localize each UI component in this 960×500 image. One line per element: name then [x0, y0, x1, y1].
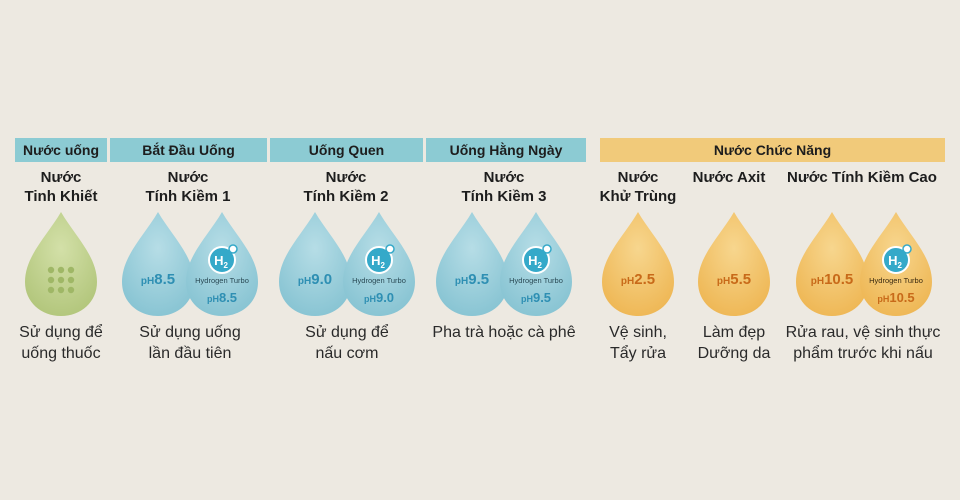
svg-text:H2: H2 — [888, 253, 902, 270]
svg-text:Hydrogen Turbo: Hydrogen Turbo — [869, 276, 923, 285]
band-label: Bắt Đầu Uống — [142, 142, 235, 158]
svg-text:Hydrogen Turbo: Hydrogen Turbo — [352, 276, 406, 285]
svg-text:pH9.5: pH9.5 — [521, 290, 551, 305]
title-alkaline-2: Nước Tính Kiềm 2 — [303, 169, 389, 205]
h2-icon — [882, 246, 910, 274]
drop-alkaline-1: pH8.5 — [122, 212, 194, 316]
svg-text:H2: H2 — [214, 253, 228, 270]
drop-disinfectant: pH2.5 — [602, 212, 674, 316]
band-functional-water: Nước Chức Năng — [600, 138, 945, 162]
title-acid-water: Nước Axit — [692, 169, 766, 186]
desc-high-alkaline: Rửa rau, vệ sinh thực phẩm trước khi nấu — [785, 324, 941, 362]
band-label: Uống Hằng Ngày — [449, 142, 563, 158]
title-pure-water: Nước Tinh Khiết — [24, 169, 98, 205]
svg-text:pH9.0: pH9.0 — [364, 290, 394, 305]
h2-icon — [365, 246, 393, 274]
title-high-alkaline: Nước Tính Kiềm Cao — [787, 169, 937, 186]
band-label: Nước uống — [22, 142, 100, 158]
svg-text:pH8.5: pH8.5 — [141, 271, 175, 288]
drop-alkaline-1-turbo: H2 Hydrogen Turbo pH8.5 — [186, 212, 258, 316]
svg-text:Hydrogen Turbo: Hydrogen Turbo — [195, 276, 249, 285]
drop-alkaline-2: pH9.0 — [279, 212, 351, 316]
svg-text:Hydrogen Turbo: Hydrogen Turbo — [509, 276, 563, 285]
title-alkaline-3: Nước Tính Kiềm 3 — [461, 169, 547, 205]
h2-icon — [522, 246, 550, 274]
desc-alkaline-3: Pha trà hoặc cà phê — [432, 324, 576, 341]
title-alkaline-1: Nước Tính Kiềm 1 — [145, 169, 231, 205]
svg-text:H2: H2 — [371, 253, 385, 270]
band-daily-drinking: Uống Hằng Ngày — [426, 138, 586, 162]
svg-text:pH10.5: pH10.5 — [811, 271, 854, 288]
svg-text:pH9.5: pH9.5 — [455, 271, 489, 288]
desc-disinfectant: Vệ sinh, Tẩy rửa — [609, 324, 667, 362]
desc-alkaline-2: Sử dụng để nấu cơm — [305, 324, 389, 362]
desc-acid: Làm đẹp Dưỡng da — [697, 324, 771, 362]
svg-text:pH8.5: pH8.5 — [207, 290, 237, 305]
band-familiar-drinking: Uống Quen — [270, 138, 423, 162]
band-label: Uống Quen — [308, 142, 385, 158]
svg-text:H2: H2 — [528, 253, 542, 270]
drop-high-alkaline: pH10.5 — [796, 212, 868, 316]
title-disinfectant-water: Nước Khử Trùng — [599, 169, 677, 205]
svg-text:pH9.0: pH9.0 — [298, 271, 332, 288]
band-start-drinking: Bắt Đầu Uống — [110, 138, 267, 162]
svg-text:pH10.5: pH10.5 — [877, 290, 914, 305]
drop-alkaline-2-turbo: H2 Hydrogen Turbo pH9.0 — [343, 212, 415, 316]
dots-pattern — [47, 266, 75, 294]
desc-pure-water: Sử dụng để uống thuốc — [19, 324, 103, 362]
drop-high-alkaline-turbo: H2 Hydrogen Turbo pH10.5 — [860, 212, 932, 316]
h2-icon — [208, 246, 236, 274]
drop-alkaline-3-turbo: H2 Hydrogen Turbo pH9.5 — [500, 212, 572, 316]
drop-alkaline-3: pH9.5 — [436, 212, 508, 316]
svg-text:pH5.5: pH5.5 — [717, 271, 751, 288]
band-label: Nước Chức Năng — [713, 142, 832, 158]
drop-acid: pH5.5 — [698, 212, 770, 316]
drop-pure-water — [25, 212, 97, 316]
svg-text:pH2.5: pH2.5 — [621, 271, 655, 288]
desc-alkaline-1: Sử dụng uống lần đầu tiên — [139, 324, 241, 362]
band-drinking-water: Nước uống — [15, 138, 107, 162]
